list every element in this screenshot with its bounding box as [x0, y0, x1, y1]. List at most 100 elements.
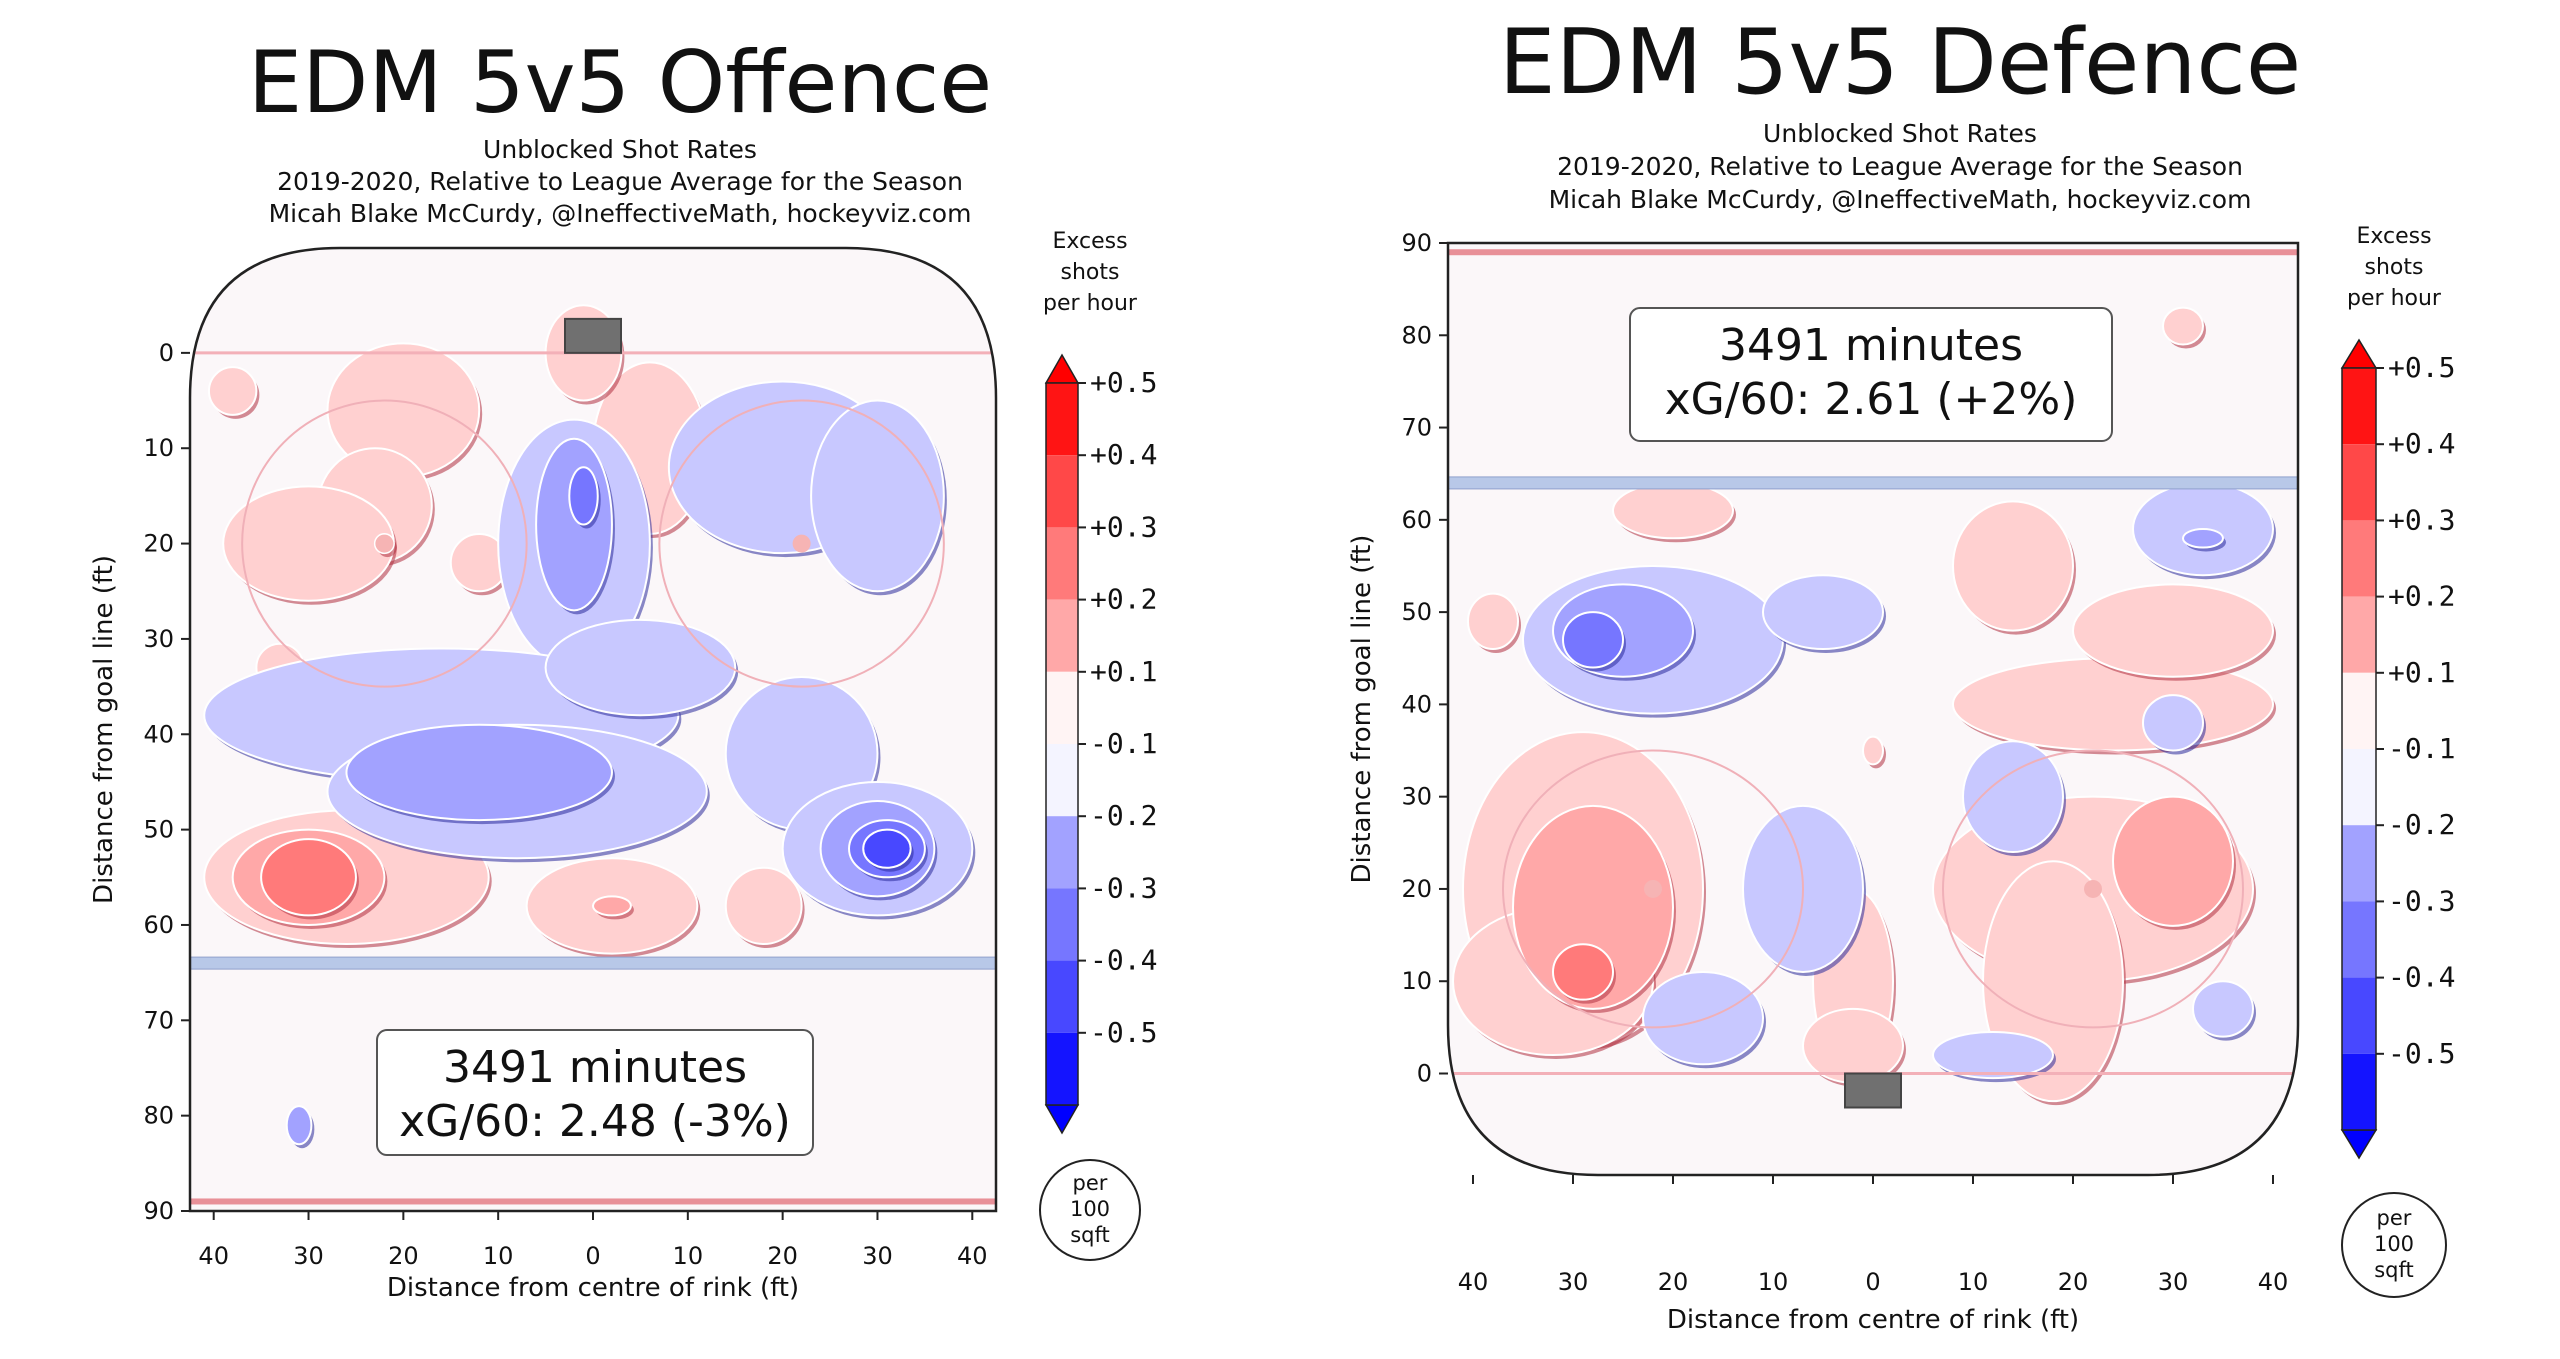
rink-boards [1446, 241, 2300, 1177]
rink-area [1448, 243, 2298, 1175]
x-tick-label: 20 [1658, 1268, 1689, 1296]
unit-label: 100 [2374, 1232, 2414, 1256]
y-tick-label: 0 [159, 339, 174, 367]
heat-region [2112, 795, 2234, 927]
heat-region [207, 366, 258, 416]
colorbar-segment [2342, 444, 2376, 521]
unit-circle [1039, 1159, 1141, 1261]
annotation-box [1629, 307, 2113, 442]
heat-region [724, 866, 803, 946]
y-tick-label: 40 [1401, 690, 1432, 718]
y-tick-label: 60 [1401, 506, 1432, 534]
colorbar-segment [1046, 599, 1078, 672]
x-tick-label: 30 [293, 1242, 324, 1270]
y-tick-label: 50 [1401, 598, 1432, 626]
heat-region [1862, 735, 1884, 766]
x-axis-label: Distance from centre of rink (ft) [387, 1273, 799, 1303]
colorbar-label: +0.5 [2388, 351, 2455, 384]
goal-net [564, 317, 622, 354]
y-tick-label: 10 [1401, 967, 1432, 995]
unit-label: 100 [1070, 1197, 1110, 1221]
y-tick-label: 30 [1401, 783, 1432, 811]
colorbar-label: -0.1 [2388, 732, 2455, 765]
colorbar-segment [2342, 672, 2376, 749]
colorbar-segment [1046, 816, 1078, 889]
rink-area [190, 248, 996, 1211]
heat-region [592, 895, 632, 917]
colorbar-segment [1046, 383, 1078, 456]
colorbar-segment [1046, 960, 1078, 1033]
heat-region [260, 838, 357, 917]
colorbar-segment [2342, 596, 2376, 673]
x-tick-label: 10 [483, 1242, 514, 1270]
y-tick-label: 70 [143, 1006, 174, 1034]
y-tick-label: 90 [143, 1197, 174, 1225]
y-tick-label: 80 [1401, 321, 1432, 349]
colorbar-title: shots [2365, 255, 2424, 280]
colorbar-label: +0.1 [2388, 656, 2455, 689]
heat-region [1612, 481, 1734, 540]
faceoff-circle [658, 399, 945, 688]
goal-net [1844, 1072, 1902, 1109]
unit-label: sqft [2374, 1258, 2414, 1282]
colorbar-label: +0.1 [1090, 655, 1157, 688]
colorbar-segment [1046, 671, 1078, 744]
red-line [1448, 249, 2298, 256]
heat-region [1962, 740, 2064, 854]
heat-region [345, 723, 613, 822]
x-tick-label: 40 [1458, 1268, 1489, 1296]
rink-boards [188, 246, 998, 1213]
colorbar-top-arrow [2340, 338, 2378, 369]
faceoff-circle [1942, 749, 2244, 1029]
heat-region [2142, 694, 2204, 752]
colorbar-segment [1046, 1032, 1078, 1105]
colorbar-segment [2342, 749, 2376, 826]
faceoff-dot [2084, 879, 2102, 898]
colorbar-label: +0.3 [2388, 503, 2455, 536]
colorbar-label: -0.4 [1090, 944, 1157, 977]
unit-label: per [2377, 1206, 2412, 1230]
colorbar-label: -0.3 [2388, 884, 2455, 917]
colorbar-label: +0.2 [2388, 580, 2455, 613]
colorbar-title: Excess [1052, 229, 1127, 254]
heat-region [862, 828, 912, 869]
chart-subtitle-line: Unblocked Shot Rates [483, 135, 757, 164]
chart-subtitle-line: 2019-2020, Relative to League Average fo… [277, 167, 963, 196]
colorbar-label: +0.4 [2388, 427, 2455, 460]
unit-label: per [1073, 1171, 1108, 1195]
faceoff-dot [375, 534, 394, 553]
y-axis-label: Distance from goal line (ft) [89, 555, 119, 904]
colorbar-label: -0.5 [2388, 1037, 2455, 1070]
annotation-box [376, 1029, 814, 1156]
colorbar-label: -0.4 [2388, 961, 2455, 994]
heat-region [1642, 970, 1764, 1066]
heat-region [1762, 574, 1884, 651]
x-axis-label: Distance from centre of rink (ft) [1667, 1305, 2079, 1335]
colorbar-label: +0.4 [1090, 438, 1157, 471]
faceoff-dot [1644, 879, 1662, 898]
unit-label: sqft [1070, 1223, 1110, 1247]
y-tick-label: 70 [1401, 414, 1432, 442]
colorbar-segment [2342, 825, 2376, 902]
heat-region [1467, 592, 1519, 651]
x-tick-label: 20 [767, 1242, 798, 1270]
colorbar-segment [1046, 455, 1078, 528]
colorbar-segment [2342, 368, 2376, 445]
chart-subtitle-line: Micah Blake McCurdy, @IneffectiveMath, h… [1549, 185, 2252, 214]
y-tick-label: 50 [143, 816, 174, 844]
chart-subtitle-line: Micah Blake McCurdy, @IneffectiveMath, h… [269, 199, 972, 228]
faceoff-circle [1502, 749, 1804, 1029]
heat-region [2072, 583, 2274, 678]
annotation-xg: xG/60: 2.48 (-3%) [399, 1096, 791, 1147]
heat-region [2192, 980, 2254, 1038]
heat-region [1952, 500, 2074, 632]
faceoff-circle [241, 399, 528, 688]
y-axis-label: Distance from goal line (ft) [1347, 535, 1377, 884]
heat-region [535, 437, 613, 612]
colorbar-label: -0.5 [1090, 1016, 1157, 1049]
heat-region [1512, 804, 1674, 1010]
colorbar-bottom-arrow [1044, 1104, 1080, 1135]
colorbar-label: -0.2 [2388, 808, 2455, 841]
annotation-minutes: 3491 minutes [1719, 320, 2023, 371]
